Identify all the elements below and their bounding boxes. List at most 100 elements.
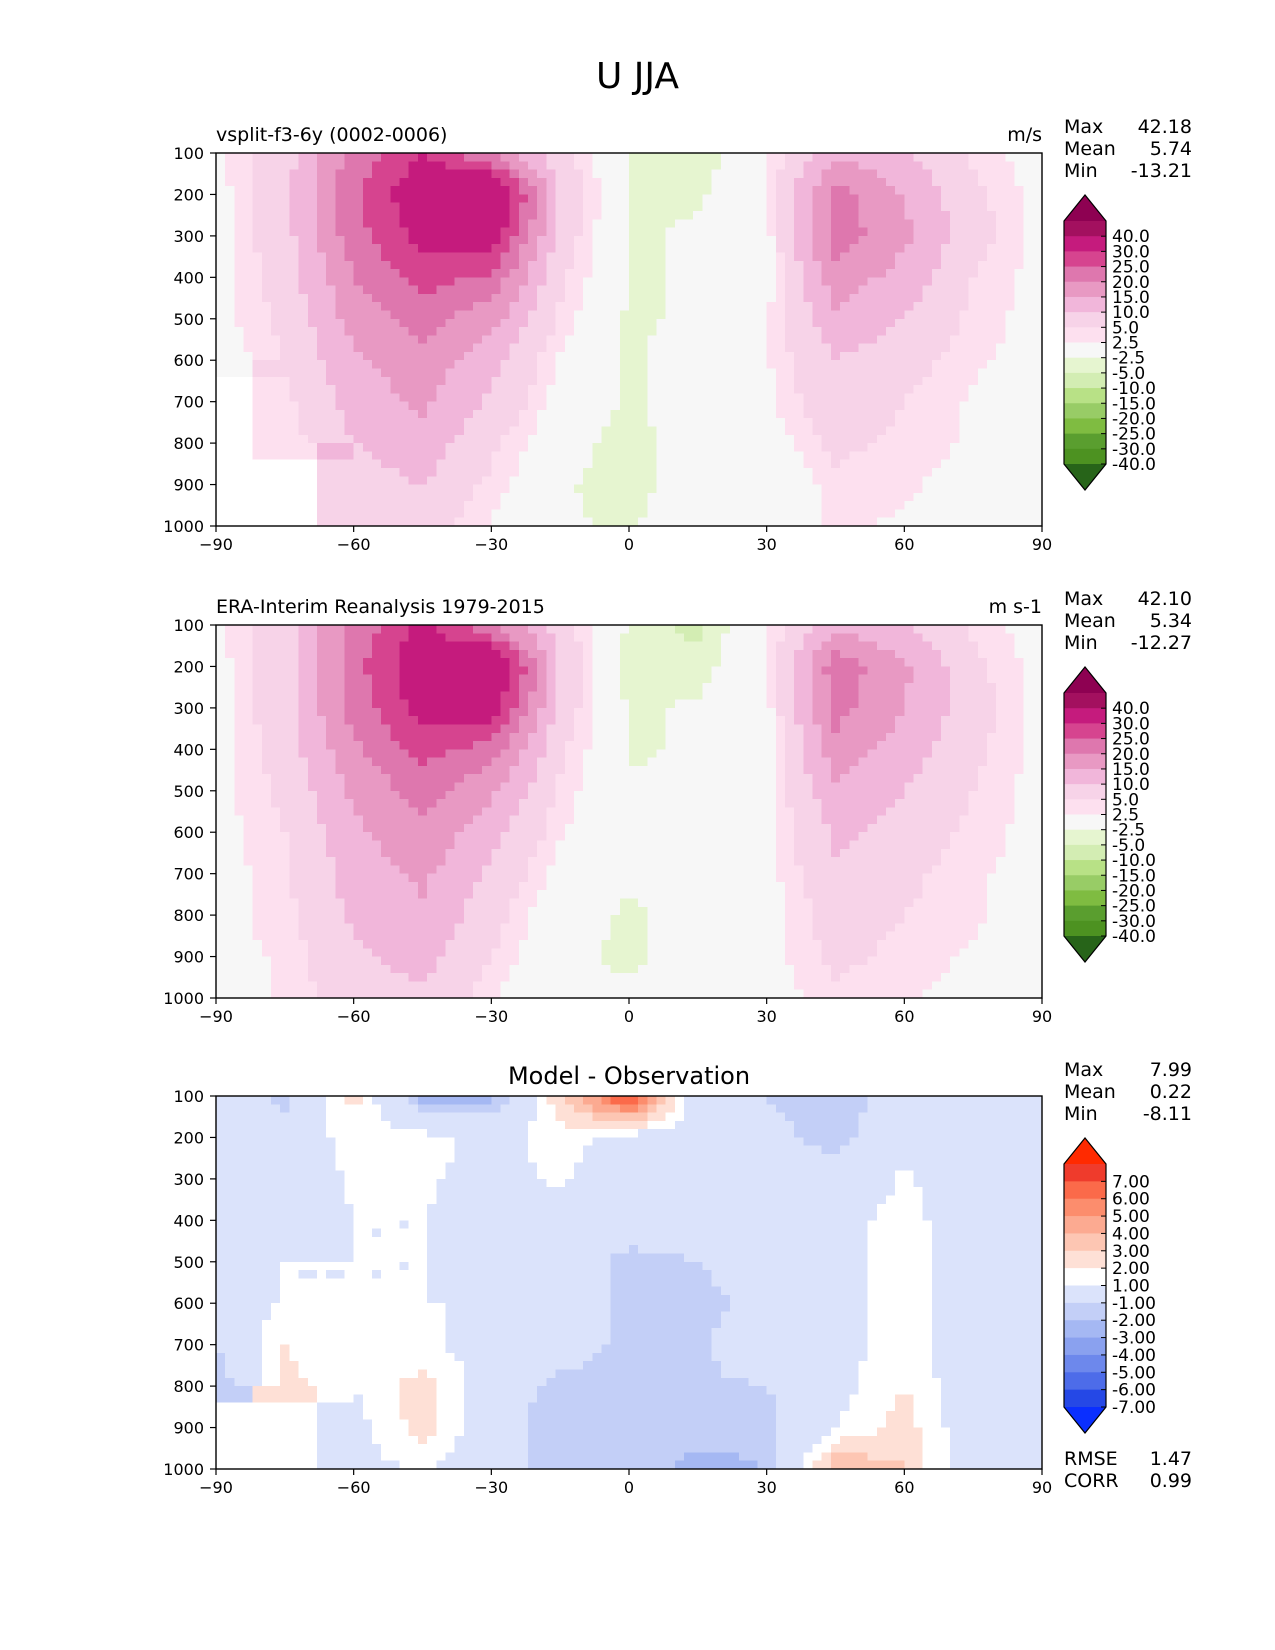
- contour-cell: [252, 393, 263, 403]
- contour-cell: [895, 169, 905, 179]
- contour-cell: [959, 434, 970, 444]
- contour-cell: [665, 194, 676, 204]
- contour-cell: [656, 186, 667, 196]
- contour-cell: [500, 467, 511, 477]
- contour-cell: [656, 368, 667, 378]
- contour-cell: [555, 186, 566, 196]
- contour-cell: [803, 501, 814, 511]
- contour-cell: [812, 269, 823, 278]
- contour-cell: [307, 285, 318, 295]
- contour-cell: [537, 699, 547, 709]
- contour-cell: [849, 244, 860, 254]
- contour-cell: [775, 351, 786, 361]
- contour-cell: [555, 658, 566, 668]
- contour-cell: [335, 244, 346, 254]
- contour-cell: [986, 244, 997, 254]
- contour-cell: [931, 467, 942, 477]
- contour-cell: [720, 219, 731, 229]
- contour-cell: [895, 277, 905, 287]
- colorbar-segment: [1064, 372, 1106, 389]
- contour-cell: [885, 683, 896, 692]
- contour-cell: [252, 360, 263, 370]
- contour-cell: [362, 418, 373, 428]
- contour-cell: [904, 401, 915, 411]
- contour-cell: [537, 302, 547, 312]
- contour-cell: [849, 351, 860, 361]
- contour-cell: [417, 683, 428, 692]
- contour-cell: [665, 219, 676, 229]
- contour-cell: [794, 633, 804, 643]
- contour-cell: [353, 674, 364, 684]
- contour-cell: [353, 633, 364, 643]
- contour-cell: [592, 186, 603, 196]
- contour-cell: [573, 476, 584, 486]
- contour-cell: [647, 169, 658, 179]
- contour-cell: [775, 501, 786, 511]
- contour-cell: [472, 385, 483, 394]
- contour-cell: [234, 161, 245, 171]
- contour-cell: [922, 244, 933, 254]
- contour-cell: [941, 633, 951, 643]
- contour-cell: [684, 360, 694, 370]
- contour-cell: [390, 318, 401, 328]
- colorbar-segment: [1064, 266, 1106, 283]
- contour-cell: [225, 459, 235, 469]
- contour-cell: [656, 666, 667, 676]
- contour-cell: [950, 625, 960, 634]
- contour-cell: [739, 401, 749, 411]
- contour-cell: [555, 302, 566, 312]
- contour-cell: [583, 484, 593, 494]
- contour-cell: [830, 227, 841, 237]
- contour-cell: [289, 476, 300, 486]
- contour-cell: [445, 691, 456, 701]
- contour-cell: [1032, 509, 1043, 519]
- contour-cell: [344, 285, 355, 295]
- contour-cell: [739, 252, 749, 262]
- contour-cell: [803, 351, 814, 361]
- contour-cell: [950, 451, 960, 461]
- contour-cell: [849, 260, 860, 270]
- contour-cell: [821, 219, 832, 229]
- contour-cell: [583, 459, 593, 469]
- contour-cell: [959, 641, 970, 651]
- contour-cell: [876, 194, 887, 204]
- contour-cell: [472, 501, 483, 511]
- contour-cell: [702, 459, 713, 469]
- contour-cell: [729, 219, 740, 229]
- contour-cell: [996, 666, 1006, 676]
- contour-cell: [482, 641, 492, 651]
- contour-cell: [702, 161, 713, 171]
- contour-cell: [353, 666, 364, 676]
- contour-cell: [573, 310, 584, 320]
- contour-cell: [381, 153, 391, 162]
- contour-cell: [298, 169, 309, 179]
- contour-cell: [647, 360, 658, 370]
- contour-cell: [436, 269, 447, 278]
- contour-cell: [1032, 393, 1043, 403]
- contour-cell: [583, 492, 593, 502]
- contour-cell: [904, 625, 915, 634]
- contour-cell: [390, 467, 401, 477]
- contour-cell: [1014, 293, 1025, 303]
- contour-cell: [840, 343, 850, 353]
- contour-cell: [1032, 418, 1043, 428]
- contour-cell: [436, 202, 447, 212]
- contour-cell: [307, 666, 318, 676]
- contour-cell: [785, 443, 795, 452]
- contour-cell: [399, 625, 410, 634]
- contour-cell: [748, 368, 759, 378]
- contour-cell: [968, 683, 979, 692]
- contour-cell: [840, 641, 850, 651]
- contour-cell: [564, 335, 575, 345]
- contour-cell: [904, 310, 915, 320]
- contour-cell: [684, 343, 694, 353]
- contour-cell: [326, 393, 336, 403]
- contour-cell: [812, 625, 823, 634]
- contour-cell: [830, 310, 841, 320]
- contour-cell: [757, 517, 768, 527]
- contour-cell: [720, 501, 731, 511]
- contour-cell: [977, 459, 988, 469]
- contour-cell: [408, 343, 419, 353]
- contour-cell: [656, 293, 667, 303]
- contour-cell: [216, 666, 226, 676]
